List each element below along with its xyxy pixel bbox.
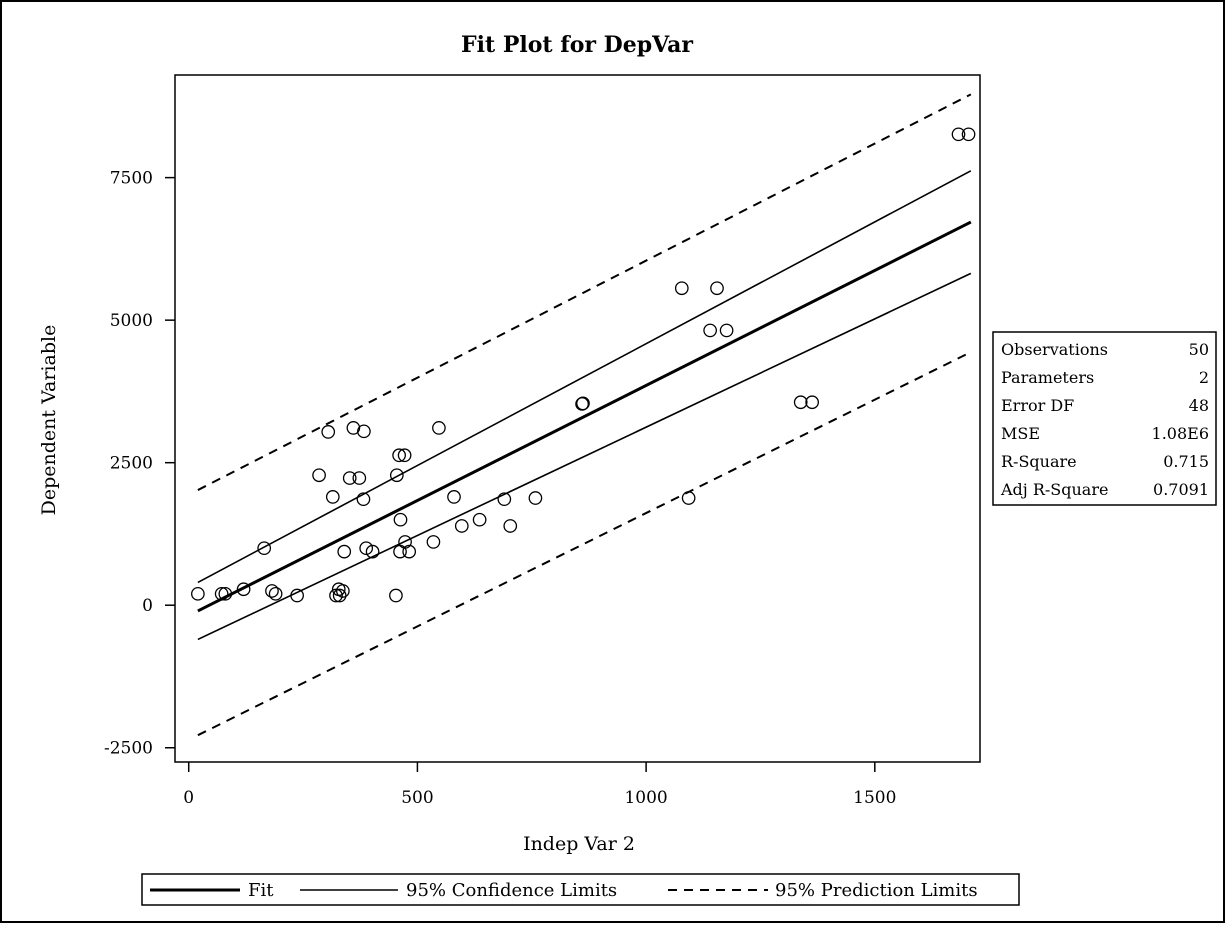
data-point	[265, 584, 279, 598]
y-tick-label: -2500	[104, 739, 153, 759]
prediction-limit-upper-line	[197, 93, 972, 491]
data-point	[432, 421, 446, 435]
x-axis-label: Indep Var 2	[523, 833, 635, 855]
data-point	[321, 425, 336, 439]
data-point	[337, 544, 352, 559]
stat-value: 0.7091	[1153, 480, 1209, 499]
x-axis: 0 500 1000 1500	[183, 762, 896, 808]
data-point	[389, 588, 403, 603]
stat-value: 1.08E6	[1152, 424, 1209, 443]
data-point	[357, 424, 371, 439]
data-point	[503, 519, 518, 533]
y-axis: -2500 0 2500 5000 7500	[104, 169, 175, 759]
data-point	[236, 582, 251, 597]
series-layer	[197, 93, 972, 737]
data-point	[961, 127, 976, 142]
data-point	[398, 535, 412, 549]
data-point	[352, 471, 367, 485]
data-point	[336, 584, 350, 598]
data-point	[312, 468, 326, 483]
y-tick-label: 7500	[110, 169, 153, 189]
data-point	[447, 490, 461, 504]
legend-prediction-label: 95% Prediction Limits	[775, 880, 978, 901]
data-point	[393, 512, 408, 527]
data-point	[346, 421, 361, 435]
data-point	[719, 323, 734, 338]
fit-statistics-table: Observations 50 Parameters 2 Error DF 48 MSE 1.…	[992, 331, 1217, 506]
data-point	[454, 519, 469, 533]
stat-label: Observations	[1001, 340, 1108, 359]
x-tick-label: 500	[401, 788, 433, 808]
stat-value: 50	[1189, 340, 1209, 359]
data-point	[329, 588, 343, 603]
data-point	[402, 544, 417, 559]
data-point	[392, 448, 406, 463]
stat-label: Error DF	[1001, 396, 1074, 415]
data-point	[214, 586, 229, 601]
data-point	[332, 588, 347, 603]
stat-value: 48	[1189, 396, 1209, 415]
data-point	[805, 395, 819, 410]
y-tick-label: 0	[142, 596, 153, 616]
data-point	[389, 468, 404, 483]
x-tick-label: 1000	[624, 788, 667, 808]
fit-statistics-border	[992, 331, 1217, 506]
data-point	[497, 492, 512, 507]
legend-border	[141, 873, 1020, 906]
y-tick-label: 2500	[110, 454, 153, 474]
data-point	[268, 586, 283, 601]
stat-label: Adj R-Square	[1000, 480, 1108, 499]
stat-value: 0.715	[1163, 452, 1209, 471]
stat-label: R-Square	[1001, 452, 1077, 471]
data-point	[426, 535, 441, 549]
data-point	[342, 471, 357, 485]
data-point	[528, 491, 543, 505]
data-point	[793, 395, 808, 410]
data-point	[290, 588, 304, 603]
data-point	[472, 512, 487, 527]
x-tick-label: 0	[183, 788, 194, 808]
data-point	[397, 448, 412, 463]
x-tick-label: 1500	[853, 788, 896, 808]
data-point	[710, 281, 724, 296]
data-point	[257, 541, 272, 556]
data-point	[325, 490, 340, 504]
stat-label: MSE	[1001, 424, 1040, 443]
data-point	[703, 323, 717, 338]
fit-line	[197, 220, 972, 613]
data-point	[365, 544, 380, 559]
data-point	[356, 492, 371, 507]
data-point	[681, 491, 696, 505]
data-point	[951, 127, 966, 142]
data-point	[674, 281, 689, 296]
stat-value: 2	[1199, 368, 1209, 387]
data-point	[576, 396, 590, 411]
data-point	[359, 541, 374, 556]
data-point	[191, 586, 205, 601]
y-axis-label: Dependent Variable	[38, 325, 60, 516]
stat-label: Parameters	[1001, 368, 1094, 387]
legend: Fit 95% Confidence Limits 95% Prediction L…	[141, 873, 1020, 906]
points-layer	[191, 127, 976, 603]
confidence-limit-lower-line	[197, 272, 972, 641]
y-tick-label: 5000	[110, 311, 153, 331]
chart-title: Fit Plot for DepVar	[461, 32, 693, 58]
legend-confidence-label: 95% Confidence Limits	[406, 880, 617, 901]
plot-frame	[174, 74, 981, 763]
legend-fit-label: Fit	[248, 880, 274, 901]
confidence-limit-upper-line	[197, 170, 972, 584]
data-point	[218, 586, 233, 601]
